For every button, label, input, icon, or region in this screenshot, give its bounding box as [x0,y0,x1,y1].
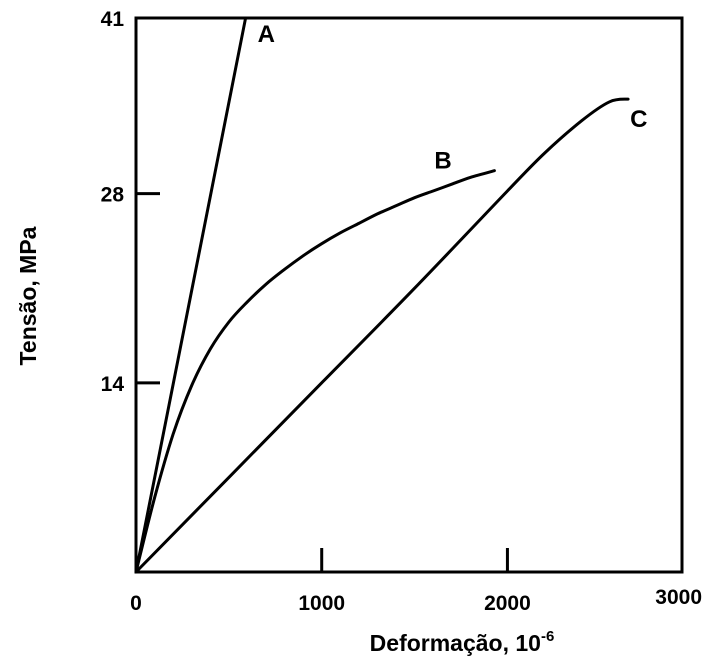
series-curve-c [134,97,630,574]
x-tick-label: 1000 [298,592,345,615]
series-labels: A B C [258,21,648,175]
y-axis-title: Tensão, MPa [15,226,41,365]
series-curve-b [134,169,496,574]
plot-frame [134,16,684,574]
x-tick-label: 0 [130,592,142,615]
y-tick-label: 41 [101,8,125,31]
x-axis-title: Deformação, 10-6 [370,628,555,656]
series-label-a: A [258,21,275,48]
y-tick-label: 14 [101,373,125,396]
y-tick-label: 28 [101,184,125,207]
x-tick-label: 2000 [484,592,531,615]
axis-ticks [136,192,509,572]
series-curve-a [134,16,248,574]
axis-tick-labels: 0 1000 2000 3000 14 28 41 [101,8,702,615]
x-tick-label: 3000 [655,586,702,609]
series-curves [134,16,630,574]
series-label-c: C [630,106,647,133]
series-label-b: B [434,148,451,175]
